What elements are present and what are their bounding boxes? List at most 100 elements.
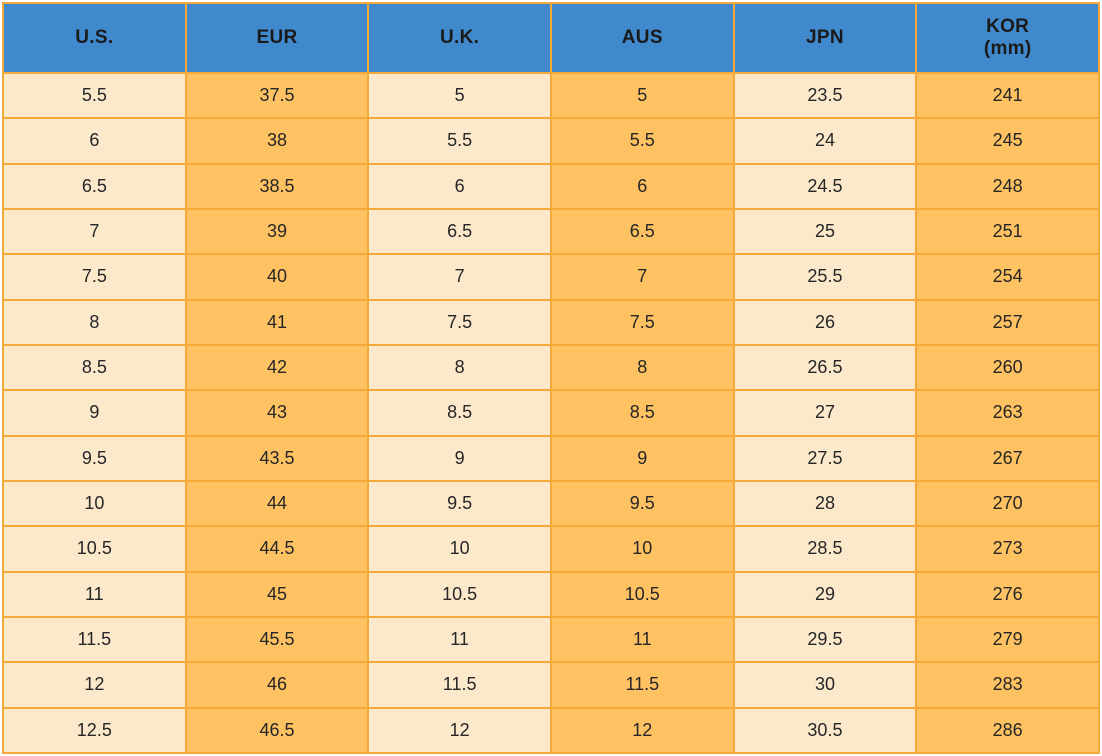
table-row: 12.5 46.5 12 12 30.5 286 bbox=[2, 706, 1100, 755]
table-cell: 9 bbox=[367, 434, 552, 482]
column-header-sublabel: (mm) bbox=[983, 38, 1032, 59]
column-header-label: U.K. bbox=[440, 27, 480, 48]
table-cell: 270 bbox=[915, 479, 1100, 528]
table-cell: 6.5 bbox=[549, 207, 735, 256]
table-cell: 44 bbox=[184, 479, 370, 528]
column-header-label: KOR bbox=[986, 16, 1030, 37]
table-cell: 8.5 bbox=[2, 343, 187, 392]
table-cell: 273 bbox=[915, 525, 1100, 573]
table-row: 5.5 37.5 5 5 23.5 241 bbox=[2, 71, 1100, 120]
table-cell: 9.5 bbox=[2, 434, 187, 482]
table-row: 12 46 11.5 11.5 30 283 bbox=[2, 661, 1100, 709]
table-cell: 10 bbox=[367, 525, 552, 573]
table-cell: 8 bbox=[549, 343, 735, 392]
table-cell: 25.5 bbox=[732, 253, 918, 301]
table-cell: 251 bbox=[915, 207, 1100, 256]
table-cell: 26 bbox=[732, 298, 918, 346]
table-cell: 10 bbox=[549, 525, 735, 573]
column-header-aus: AUS bbox=[549, 2, 735, 74]
table-row: 8 41 7.5 7.5 26 257 bbox=[2, 298, 1100, 346]
table-cell: 7.5 bbox=[367, 298, 552, 346]
table-cell: 24 bbox=[732, 117, 918, 165]
table-cell: 45 bbox=[184, 570, 370, 618]
table-cell: 29 bbox=[732, 570, 918, 618]
table-cell: 6 bbox=[2, 117, 187, 165]
table-cell: 40 bbox=[184, 253, 370, 301]
table-cell: 10.5 bbox=[367, 570, 552, 618]
table-cell: 12 bbox=[549, 706, 735, 755]
table-cell: 248 bbox=[915, 162, 1100, 210]
column-header-kor: KOR (mm) bbox=[915, 2, 1100, 74]
table-cell: 8.5 bbox=[549, 389, 735, 437]
table-cell: 24.5 bbox=[732, 162, 918, 210]
table-cell: 11.5 bbox=[549, 661, 735, 709]
table-cell: 42 bbox=[184, 343, 370, 392]
table-cell: 27.5 bbox=[732, 434, 918, 482]
column-header-us: U.S. bbox=[2, 2, 187, 74]
table-row: 10.5 44.5 10 10 28.5 273 bbox=[2, 525, 1100, 573]
table-cell: 46 bbox=[184, 661, 370, 709]
table-row: 9.5 43.5 9 9 27.5 267 bbox=[2, 434, 1100, 482]
table-cell: 8 bbox=[367, 343, 552, 392]
table-row: 11 45 10.5 10.5 29 276 bbox=[2, 570, 1100, 618]
table-cell: 30.5 bbox=[732, 706, 918, 755]
table-cell: 43.5 bbox=[184, 434, 370, 482]
table-cell: 8 bbox=[2, 298, 187, 346]
table-cell: 10.5 bbox=[549, 570, 735, 618]
table-cell: 45.5 bbox=[184, 615, 370, 664]
table-cell: 279 bbox=[915, 615, 1100, 664]
table-row: 11.5 45.5 11 11 29.5 279 bbox=[2, 615, 1100, 664]
table-cell: 283 bbox=[915, 661, 1100, 709]
table-cell: 46.5 bbox=[184, 706, 370, 755]
table-cell: 28.5 bbox=[732, 525, 918, 573]
table-body: 5.5 37.5 5 5 23.5 241 6 38 5.5 5.5 24 245 6.5 38.5 6 6 2… bbox=[2, 71, 1100, 755]
table-cell: 12 bbox=[367, 706, 552, 755]
table-row: 6 38 5.5 5.5 24 245 bbox=[2, 117, 1100, 165]
table-cell: 30 bbox=[732, 661, 918, 709]
table-cell: 28 bbox=[732, 479, 918, 528]
table-cell: 276 bbox=[915, 570, 1100, 618]
table-cell: 260 bbox=[915, 343, 1100, 392]
table-cell: 267 bbox=[915, 434, 1100, 482]
table-cell: 38 bbox=[184, 117, 370, 165]
table-cell: 241 bbox=[915, 71, 1100, 120]
table-cell: 37.5 bbox=[184, 71, 370, 120]
table-cell: 11 bbox=[2, 570, 187, 618]
table-cell: 7 bbox=[2, 207, 187, 256]
table-cell: 254 bbox=[915, 253, 1100, 301]
table-cell: 43 bbox=[184, 389, 370, 437]
column-header-uk: U.K. bbox=[367, 2, 552, 74]
column-header-label: JPN bbox=[806, 27, 844, 48]
table-cell: 38.5 bbox=[184, 162, 370, 210]
table-cell: 5.5 bbox=[549, 117, 735, 165]
table-row: 10 44 9.5 9.5 28 270 bbox=[2, 479, 1100, 528]
column-header-label: EUR bbox=[256, 27, 298, 48]
table-cell: 8.5 bbox=[367, 389, 552, 437]
table-cell: 11 bbox=[549, 615, 735, 664]
table-cell: 245 bbox=[915, 117, 1100, 165]
table-row: 8.5 42 8 8 26.5 260 bbox=[2, 343, 1100, 392]
table-row: 7 39 6.5 6.5 25 251 bbox=[2, 207, 1100, 256]
header-row: U.S. EUR U.K. AUS JPN KOR (mm) bbox=[2, 2, 1100, 74]
table-cell: 286 bbox=[915, 706, 1100, 755]
table-cell: 7.5 bbox=[549, 298, 735, 346]
table-cell: 6 bbox=[367, 162, 552, 210]
table-cell: 6.5 bbox=[2, 162, 187, 210]
table-header: U.S. EUR U.K. AUS JPN KOR (mm) bbox=[2, 2, 1100, 74]
table-cell: 12 bbox=[2, 661, 187, 709]
table-cell: 26.5 bbox=[732, 343, 918, 392]
table-row: 6.5 38.5 6 6 24.5 248 bbox=[2, 162, 1100, 210]
table-cell: 25 bbox=[732, 207, 918, 256]
column-header-jpn: JPN bbox=[732, 2, 918, 74]
table-cell: 9 bbox=[2, 389, 187, 437]
table-cell: 10.5 bbox=[2, 525, 187, 573]
column-header-eur: EUR bbox=[184, 2, 370, 74]
table-cell: 41 bbox=[184, 298, 370, 346]
table-cell: 11 bbox=[367, 615, 552, 664]
table-cell: 257 bbox=[915, 298, 1100, 346]
table-cell: 6 bbox=[549, 162, 735, 210]
table-cell: 9.5 bbox=[549, 479, 735, 528]
table-cell: 5 bbox=[549, 71, 735, 120]
table-cell: 44.5 bbox=[184, 525, 370, 573]
